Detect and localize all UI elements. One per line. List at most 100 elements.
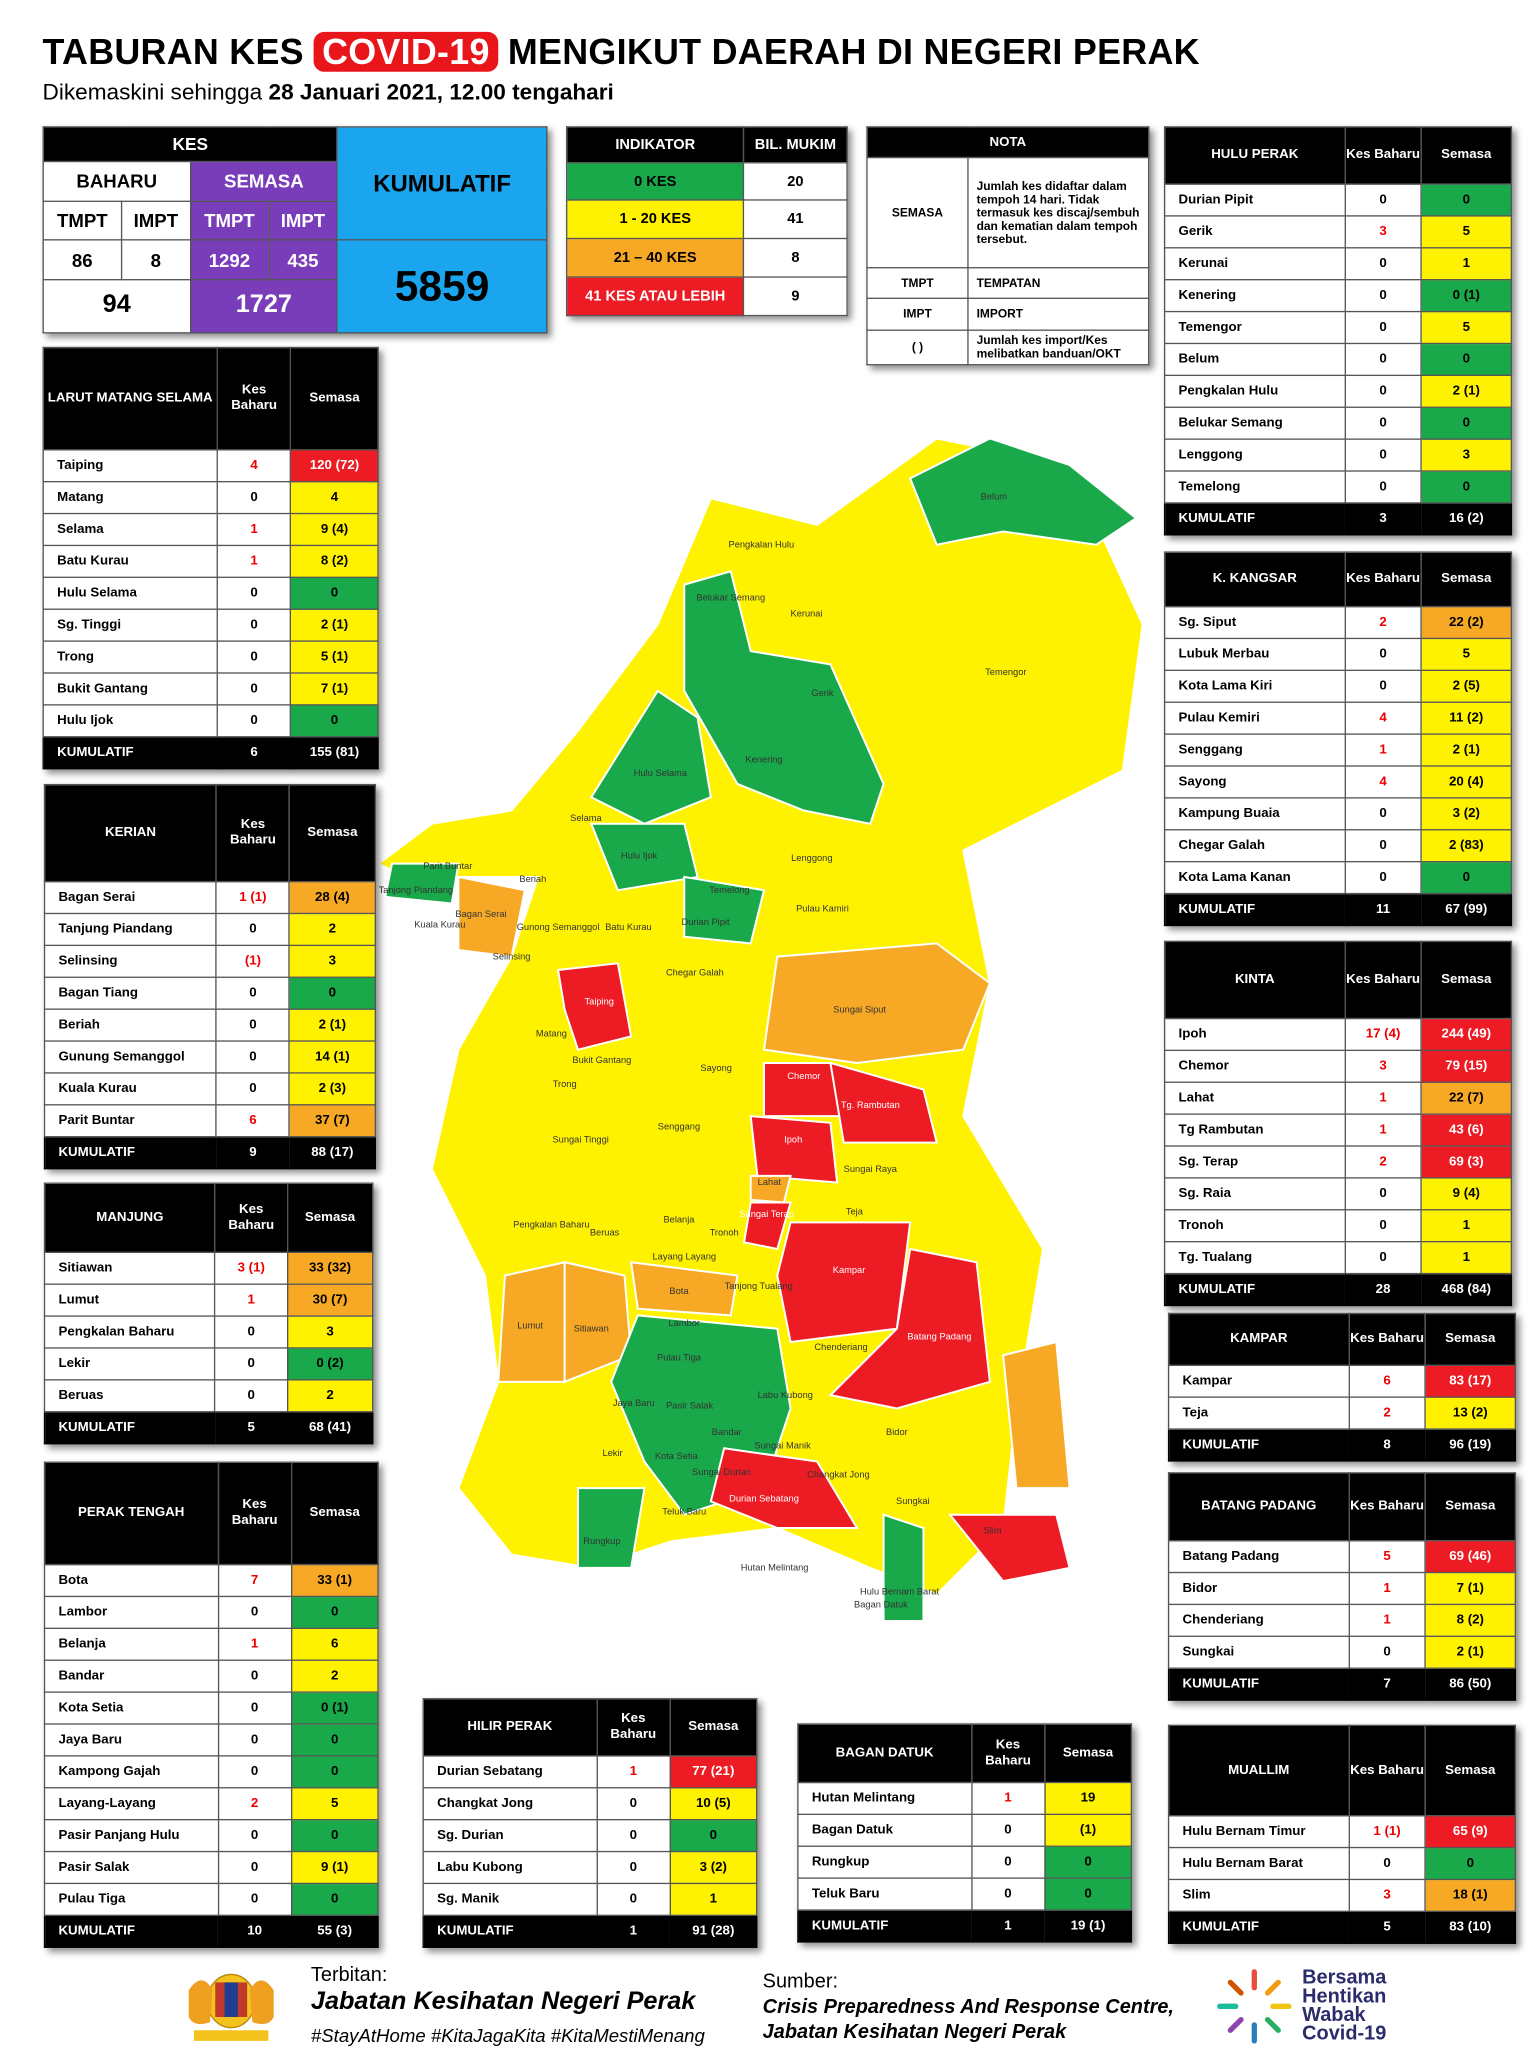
map-label: Lumut <box>517 1321 543 1331</box>
kes-baharu-value: 0 <box>217 1850 292 1885</box>
table-row: Selinsing (1) 3 <box>43 944 377 978</box>
kumulatif-row: KUMULATIF 6 155 (81) <box>42 736 379 770</box>
map-label: Tanjong Piandang <box>379 885 453 895</box>
kes-baharu-value: 1 (1) <box>215 880 290 915</box>
mukim-name: Kota Lama Kiri <box>1163 669 1346 703</box>
mukim-name: Tg. Tualang <box>1163 1241 1346 1275</box>
kes-baharu-value: 1 <box>970 1781 1046 1816</box>
kes-baharu-value: 0 <box>1344 247 1422 281</box>
kes-baharu-value: 1 <box>216 544 292 578</box>
kumulatif-baharu: 3 <box>1344 502 1422 536</box>
table-row: Tg Rambutan 1 43 (6) <box>1163 1113 1513 1147</box>
kes-baharu-value: 1 <box>217 1627 292 1661</box>
nota-table: NOTA SEMASA Jumlah kes didaftar dalam temp… <box>866 126 1150 366</box>
kes-baharu-value: 0 <box>1344 406 1422 440</box>
semasa-value: 79 (15) <box>1420 1049 1513 1083</box>
table-row: Bandar 0 2 <box>43 1659 379 1693</box>
table-row: Lekir 0 0 (2) <box>43 1347 374 1381</box>
semasa-value: 19 <box>1044 1781 1133 1816</box>
map-region-temelong <box>683 875 766 945</box>
mukim-name: Teja <box>1167 1396 1350 1430</box>
map-label: Durian Pipit <box>682 917 730 927</box>
mukim-name: Batang Padang <box>1167 1539 1350 1574</box>
semasa-value: 7 (1) <box>290 672 379 706</box>
kes-baharu-value: 0 <box>217 1882 292 1916</box>
map-label: Sungai Manik <box>754 1440 811 1450</box>
kes-baharu-value: 0 <box>970 1813 1046 1847</box>
mukim-name: Bukit Gantang <box>42 672 218 706</box>
semasa-value: 6 <box>290 1627 379 1661</box>
table-row: Hulu Bernam Barat 0 0 <box>1167 1846 1517 1881</box>
col-semasa: Semasa <box>1044 1723 1133 1784</box>
semasa-value: 69 (3) <box>1420 1145 1513 1179</box>
semasa-value: 3 <box>1420 438 1513 472</box>
terbitan-label: Terbitan: <box>310 1963 388 1987</box>
kumulatif-row: KUMULATIF 5 68 (41) <box>43 1411 374 1445</box>
kes-baharu-value: 0 <box>1344 797 1422 831</box>
table-row: Kampar 6 83 (17) <box>1167 1364 1517 1398</box>
map-region-kampar <box>776 1221 912 1344</box>
table-row: Batu Kurau 1 8 (2) <box>42 544 379 578</box>
kes-baharu-value: 0 <box>1344 1209 1422 1243</box>
kumulatif-label: KUMULATIF <box>43 1914 219 1948</box>
table-row: Tg. Tualang 0 1 <box>1163 1241 1513 1275</box>
map-label: Chenderiang <box>814 1342 867 1352</box>
kes-baharu-value: 0 <box>1344 310 1422 345</box>
indikator-count: 20 <box>743 161 848 202</box>
map-region-sungai-terap <box>742 1201 792 1251</box>
table-row: Sg. Durian 0 0 <box>422 1818 758 1853</box>
nota-key: TMPT <box>866 266 969 300</box>
mukim-name: Belanja <box>43 1627 219 1661</box>
semasa-value: 0 <box>1044 1845 1133 1879</box>
indikator-label: 1 - 20 KES <box>566 199 745 240</box>
table-row: Belum 0 0 <box>1163 342 1513 377</box>
mukim-name: Hulu Selama <box>42 576 218 610</box>
semasa-value: 0 <box>290 1882 379 1916</box>
map-label: Bukit Gantang <box>572 1055 631 1065</box>
map-label: Sungkai <box>896 1496 930 1506</box>
mukim-name: Taiping <box>42 449 218 483</box>
map-label: Belanja <box>663 1214 695 1224</box>
semasa-value: 0 <box>669 1818 758 1853</box>
semasa-value: 5 <box>1420 215 1513 249</box>
map-region-batang-padang <box>828 1247 991 1410</box>
semasa-value: 2 (1) <box>290 608 379 642</box>
table-row: Sg. Siput 2 22 (2) <box>1163 605 1513 640</box>
table-row: Ipoh 17 (4) 244 (49) <box>1163 1017 1513 1052</box>
map-label: Hulu Ijok <box>621 850 658 860</box>
mukim-name: Jaya Baru <box>43 1723 219 1757</box>
mukim-name: Selinsing <box>43 944 218 978</box>
table-row: Kuala Kurau 0 2 (3) <box>43 1072 377 1106</box>
table-row: Hulu Bernam Timur 1 (1) 65 (9) <box>1167 1815 1517 1849</box>
semasa-value: 0 <box>290 1818 379 1853</box>
semasa-value: 0 (2) <box>286 1347 374 1381</box>
map-label: Lahat <box>758 1177 782 1187</box>
kumulatif-baharu: 11 <box>1344 892 1422 927</box>
kumulatif-label: KUMULATIF <box>797 1909 972 1943</box>
kumulatif-label: KUMULATIF <box>422 1914 598 1948</box>
table-row: Sungkai 0 2 (1) <box>1167 1635 1517 1669</box>
map-region-kenering <box>683 570 885 825</box>
table-row: Sg. Raia 0 9 (4) <box>1163 1177 1513 1211</box>
nota-value: IMPORT <box>967 297 1150 331</box>
district-name: KAMPAR <box>1167 1312 1350 1366</box>
indikator-count: 9 <box>743 276 848 317</box>
kumulatif-row: KUMULATIF 7 86 (50) <box>1167 1667 1517 1701</box>
mukim-name: Tg Rambutan <box>1163 1113 1346 1147</box>
kumulatif-semasa: 86 (50) <box>1424 1667 1517 1701</box>
map-label: Matang <box>536 1028 567 1038</box>
kumulatif-baharu: 1 <box>595 1914 671 1948</box>
kes-baharu-value: 1 <box>595 1755 671 1789</box>
map-label: Pulau Kamiri <box>796 903 849 913</box>
table-row: Tronoh 0 1 <box>1163 1209 1513 1243</box>
mukim-name: Changkat Jong <box>422 1787 598 1821</box>
semasa-value: 3 <box>286 1315 374 1349</box>
kes-baharu-value: 4 <box>1344 765 1422 799</box>
kes-baharu-value: 0 <box>215 912 290 947</box>
table-row: Temengor 0 5 <box>1163 310 1513 345</box>
table-row: Gunung Semanggol 0 14 (1) <box>43 1040 377 1074</box>
map-label: Temengor <box>985 667 1026 677</box>
district-name: K. KANGSAR <box>1163 551 1346 608</box>
map-label: Lambor <box>669 1318 701 1328</box>
semasa-value: 0 <box>290 704 379 738</box>
